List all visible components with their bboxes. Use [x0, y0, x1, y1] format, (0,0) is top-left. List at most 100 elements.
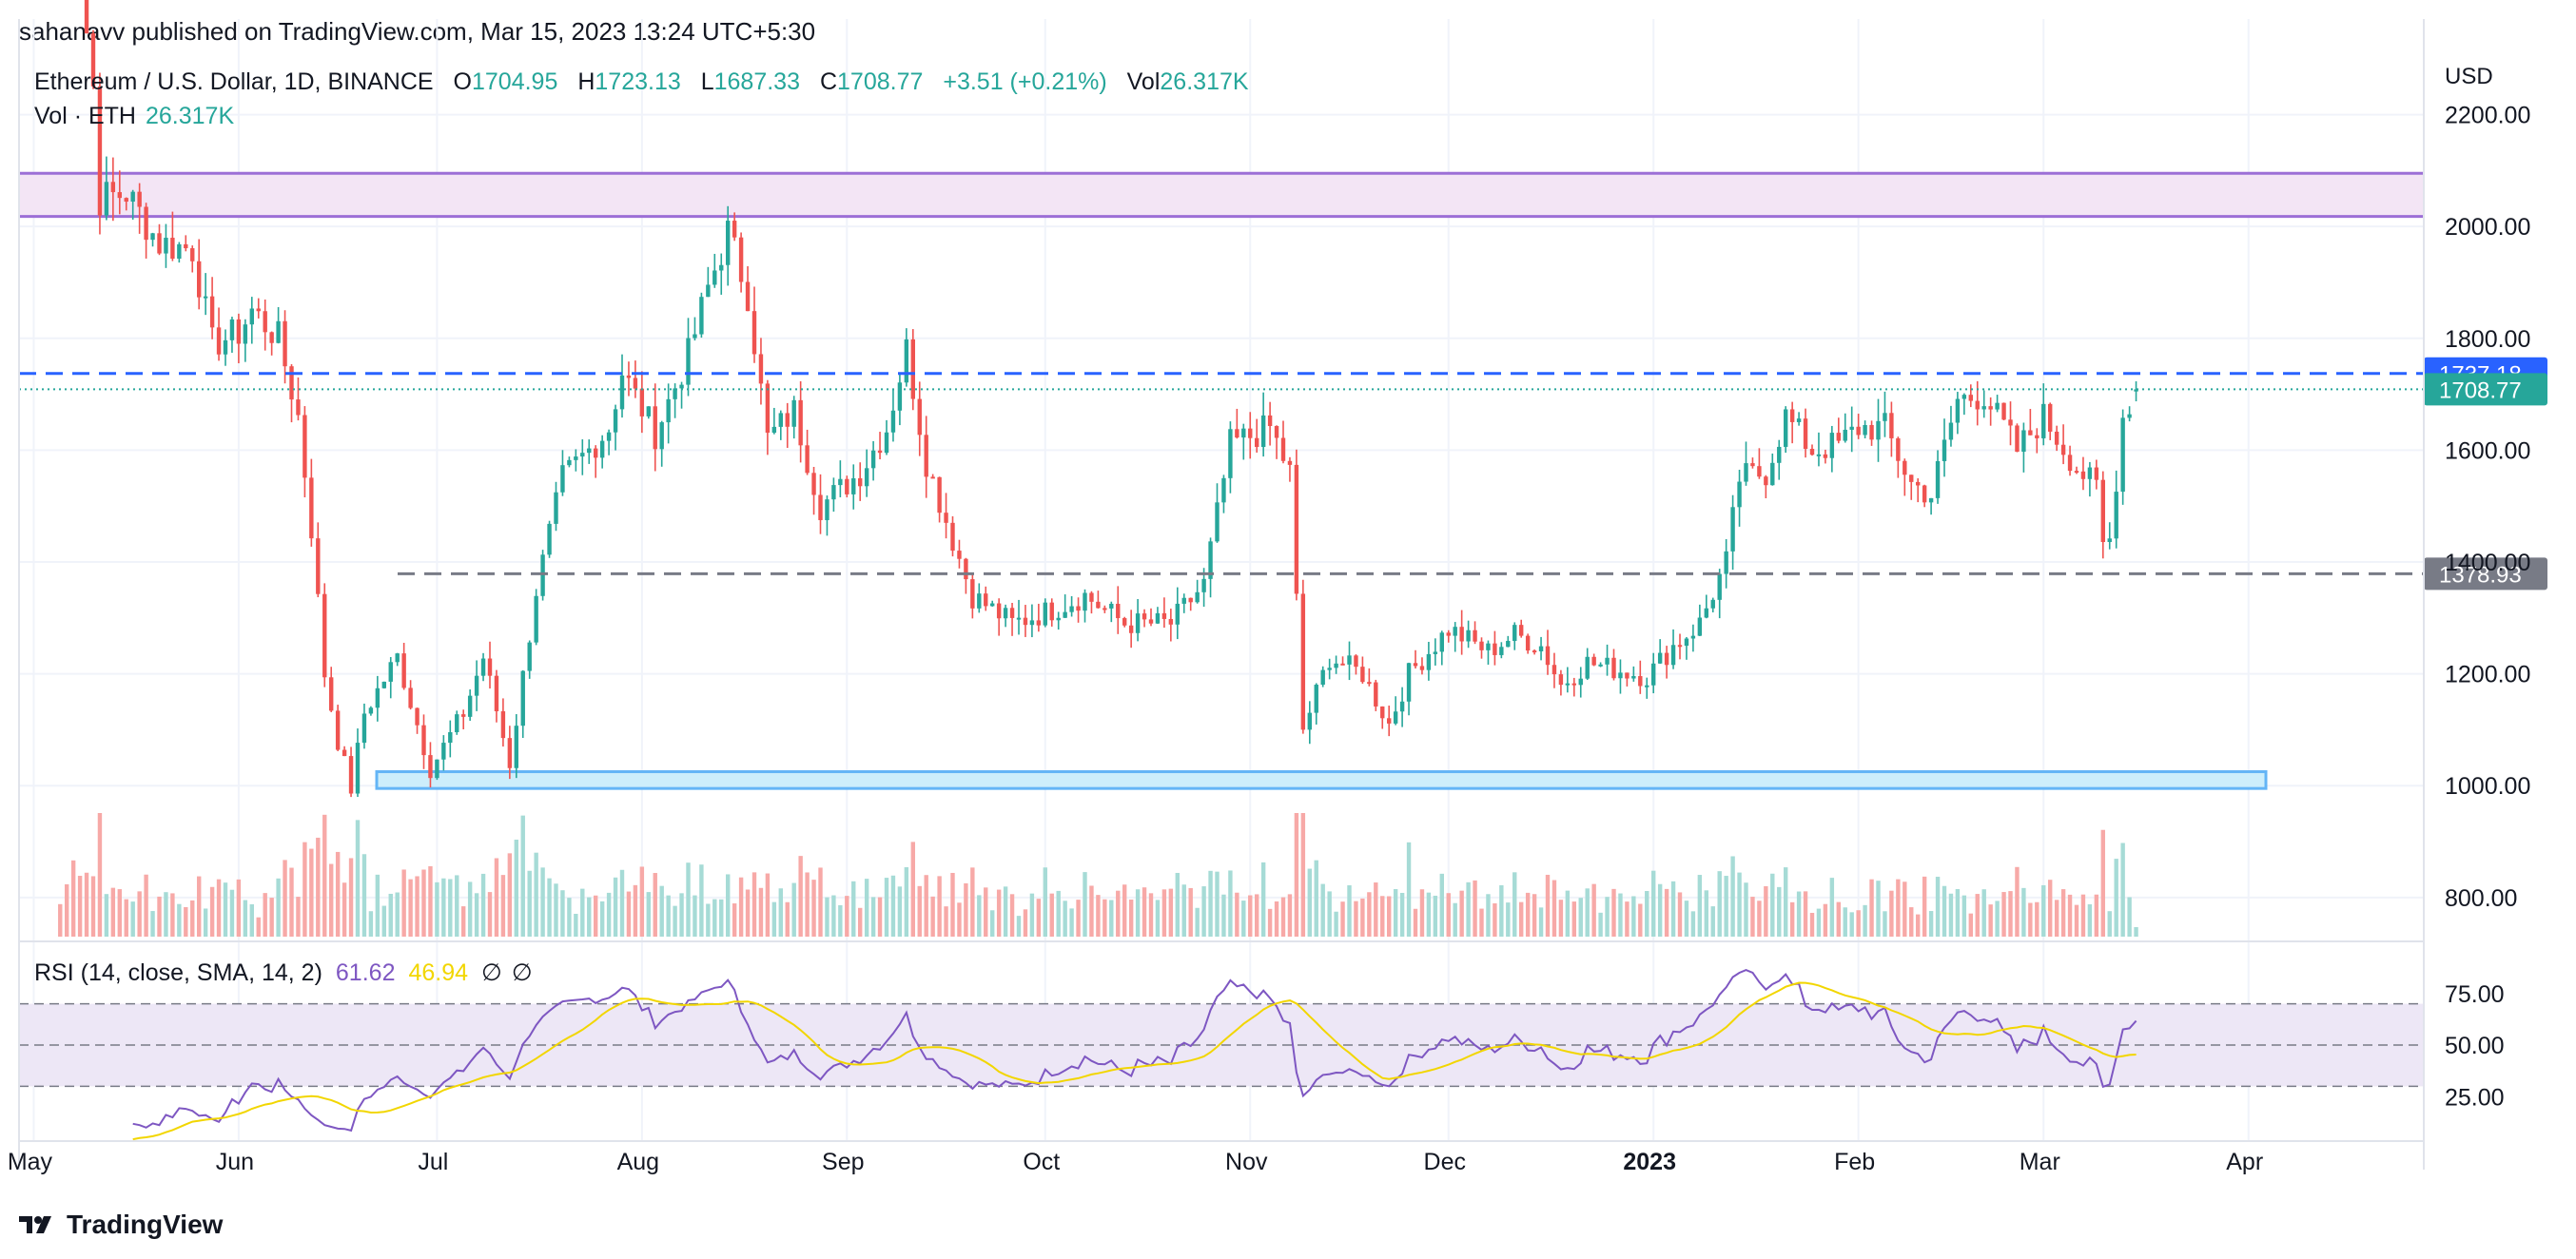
candle-body — [190, 248, 195, 261]
time-tick-label: Aug — [617, 1149, 659, 1175]
candle-body — [870, 450, 876, 469]
volume-bar — [990, 910, 995, 937]
volume-bar — [2067, 894, 2073, 937]
open-value: 1704.95 — [472, 68, 558, 95]
candle-body — [335, 710, 341, 750]
candle-body — [117, 192, 122, 199]
candle-body — [1255, 437, 1259, 447]
volume-bar — [1704, 890, 1708, 937]
candle-body — [1638, 676, 1643, 687]
volume-bar — [500, 875, 506, 937]
volume-bar — [587, 897, 592, 937]
candle-body — [1545, 646, 1551, 666]
volume-bar — [1571, 901, 1576, 937]
candle-body — [540, 554, 545, 596]
volume-bar — [825, 897, 829, 937]
volume-bar — [964, 882, 968, 937]
volume-bar — [209, 886, 215, 937]
volume-bar — [1201, 886, 1206, 937]
candle-body — [686, 338, 691, 385]
candle-body — [216, 327, 222, 355]
volume-bar — [1928, 911, 1934, 937]
candle-body — [1506, 641, 1511, 648]
low-label: L — [700, 68, 714, 95]
volume-bar — [1406, 842, 1412, 937]
tradingview-brand[interactable]: TradingView — [19, 1210, 223, 1240]
volume-legend-value: 26.317K — [145, 103, 235, 129]
volume-bar — [845, 896, 849, 937]
volume-bar — [236, 879, 242, 937]
candle-body — [1757, 466, 1762, 477]
time-tick-label: Jul — [418, 1149, 448, 1175]
volume-bar — [2114, 859, 2118, 937]
volume-bar — [514, 840, 518, 937]
resistance-zone — [19, 173, 2424, 217]
volume-bar — [355, 820, 361, 937]
candle-body — [838, 478, 843, 486]
volume-bar — [1611, 888, 1616, 937]
candle-body — [673, 388, 677, 399]
rsi-setting-icon-1[interactable]: ∅ — [481, 959, 502, 986]
volume-bar — [2087, 903, 2093, 937]
candle-body — [342, 749, 347, 757]
candle-body — [90, 33, 96, 87]
candle-body — [1618, 672, 1623, 679]
volume-bar — [269, 898, 274, 937]
volume-bar — [738, 877, 744, 937]
candle-body — [1770, 462, 1775, 486]
candle-body — [1241, 428, 1246, 438]
volume-bar — [2054, 900, 2059, 937]
volume-bar — [838, 904, 843, 937]
candle-body — [1069, 606, 1074, 612]
candle-body — [897, 382, 903, 411]
vol-label: Vol — [1126, 68, 1161, 95]
candle-body — [1446, 632, 1451, 636]
candles — [84, 0, 2138, 798]
candle-body — [851, 477, 856, 494]
candle-body — [435, 759, 439, 779]
volume-bar — [2080, 894, 2086, 937]
candle-body — [1076, 606, 1081, 611]
rsi-value: 61.62 — [335, 959, 396, 986]
candle-body — [864, 468, 869, 487]
candle-body — [1849, 426, 1854, 430]
rsi-sma-line — [132, 981, 2137, 1141]
volume-bar — [1466, 881, 1471, 937]
volume-bar — [368, 911, 374, 937]
candle-body — [1300, 593, 1306, 730]
candle-body — [1903, 460, 1907, 475]
candle-body — [289, 366, 294, 400]
volume-bar — [1789, 901, 1795, 937]
candle-body — [1909, 475, 1914, 482]
volume-bar — [190, 900, 195, 937]
volume-legend-label: Vol · ETH — [34, 103, 136, 129]
candle-body — [1591, 656, 1596, 666]
candle-body — [243, 324, 248, 344]
candle-body — [1585, 656, 1590, 679]
candle-body — [758, 354, 764, 384]
volume-bar — [1935, 877, 1941, 937]
candle-body — [1578, 678, 1583, 686]
volume-bar — [1724, 876, 1728, 937]
volume-bar — [1307, 868, 1312, 937]
volume-bar — [520, 815, 525, 937]
volume-bar — [732, 903, 737, 937]
rsi-setting-icon-2[interactable]: ∅ — [511, 959, 533, 986]
candle-body — [256, 308, 261, 312]
candle-body — [1248, 428, 1253, 438]
volume-bar — [633, 884, 638, 937]
volume-bar — [1605, 897, 1610, 937]
volume-bar — [831, 895, 836, 937]
candle-body — [2094, 467, 2099, 480]
volume-bar — [950, 872, 955, 937]
candle-body — [1988, 406, 1993, 410]
volume-bar — [2035, 901, 2039, 937]
candle-body — [130, 191, 135, 203]
volume-bar — [408, 879, 413, 937]
volume-bar — [864, 879, 869, 937]
volume-bar — [1459, 890, 1464, 937]
volume-bar — [877, 897, 883, 937]
candle-body — [428, 755, 433, 779]
volume-bar — [1625, 901, 1630, 937]
